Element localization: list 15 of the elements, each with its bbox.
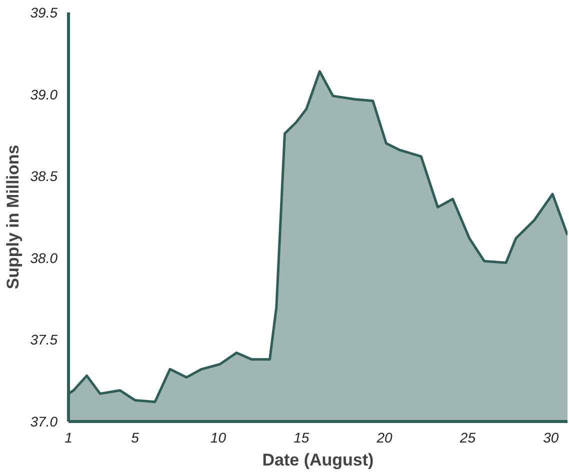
- y-tick-label: 39.0: [30, 86, 58, 102]
- x-tick-label: 15: [294, 430, 310, 446]
- x-tick-label: 20: [376, 430, 393, 446]
- y-tick-label: 37.5: [30, 332, 58, 348]
- x-tick-label: 30: [543, 430, 559, 446]
- x-tick-label: 1: [64, 430, 72, 446]
- y-tick-label: 37.0: [30, 414, 58, 430]
- x-tick-label: 10: [210, 430, 226, 446]
- y-axis-title: Supply in Millions: [3, 144, 22, 290]
- x-axis-title: Date (August): [262, 450, 374, 470]
- y-tick-label: 38.0: [30, 250, 58, 266]
- y-tick-label: 38.5: [30, 168, 58, 184]
- y-tick-label: 39.5: [30, 4, 58, 20]
- x-tick-label: 5: [131, 430, 140, 446]
- x-tick-label: 25: [458, 430, 476, 446]
